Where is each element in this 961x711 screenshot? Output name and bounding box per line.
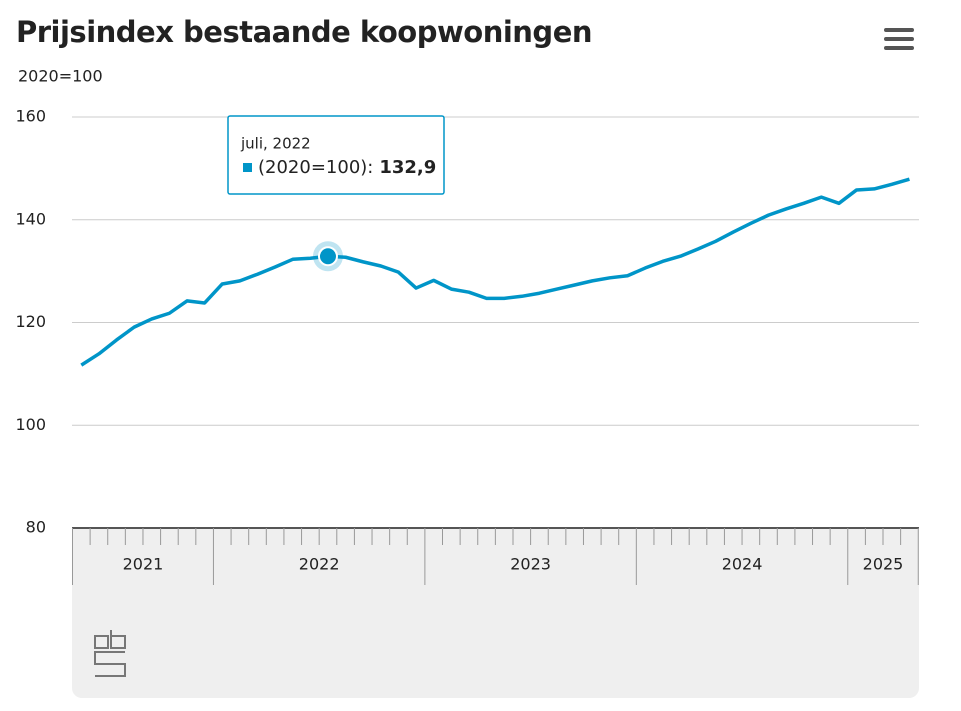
y-tick-label: 120 <box>15 312 46 331</box>
chart-title: Prijsindex bestaande koopwoningen <box>16 15 592 49</box>
x-tick-label: 2021 <box>123 555 164 574</box>
x-tick-label: 2024 <box>722 555 763 574</box>
y-tick-label: 140 <box>15 209 46 228</box>
x-tick-label: 2023 <box>510 555 551 574</box>
tooltip-swatch <box>243 163 252 172</box>
tooltip-box <box>227 115 445 195</box>
logo <box>94 630 126 677</box>
hover-point <box>317 246 338 267</box>
tooltip-text: (2020=100): 132,9 <box>258 157 436 178</box>
tooltip-value: 132,9 <box>379 157 436 178</box>
tooltip-series: (2020=100): <box>258 157 373 178</box>
series-line <box>80 177 910 367</box>
tooltip-title: juli, 2022 <box>240 135 311 153</box>
x-tick-label: 2022 <box>299 555 340 574</box>
y-tick-label: 160 <box>15 107 46 126</box>
navigator <box>72 528 919 698</box>
y-tick-label: 100 <box>15 415 46 434</box>
x-tick-label: 2025 <box>863 555 904 574</box>
y-axis-label: 2020=100 <box>18 67 103 86</box>
menu-bar[interactable] <box>884 46 914 50</box>
menu-bar[interactable] <box>884 37 914 41</box>
y-tick-label: 80 <box>26 518 46 537</box>
menu-button[interactable] <box>884 28 914 50</box>
menu-bar[interactable] <box>884 28 914 32</box>
